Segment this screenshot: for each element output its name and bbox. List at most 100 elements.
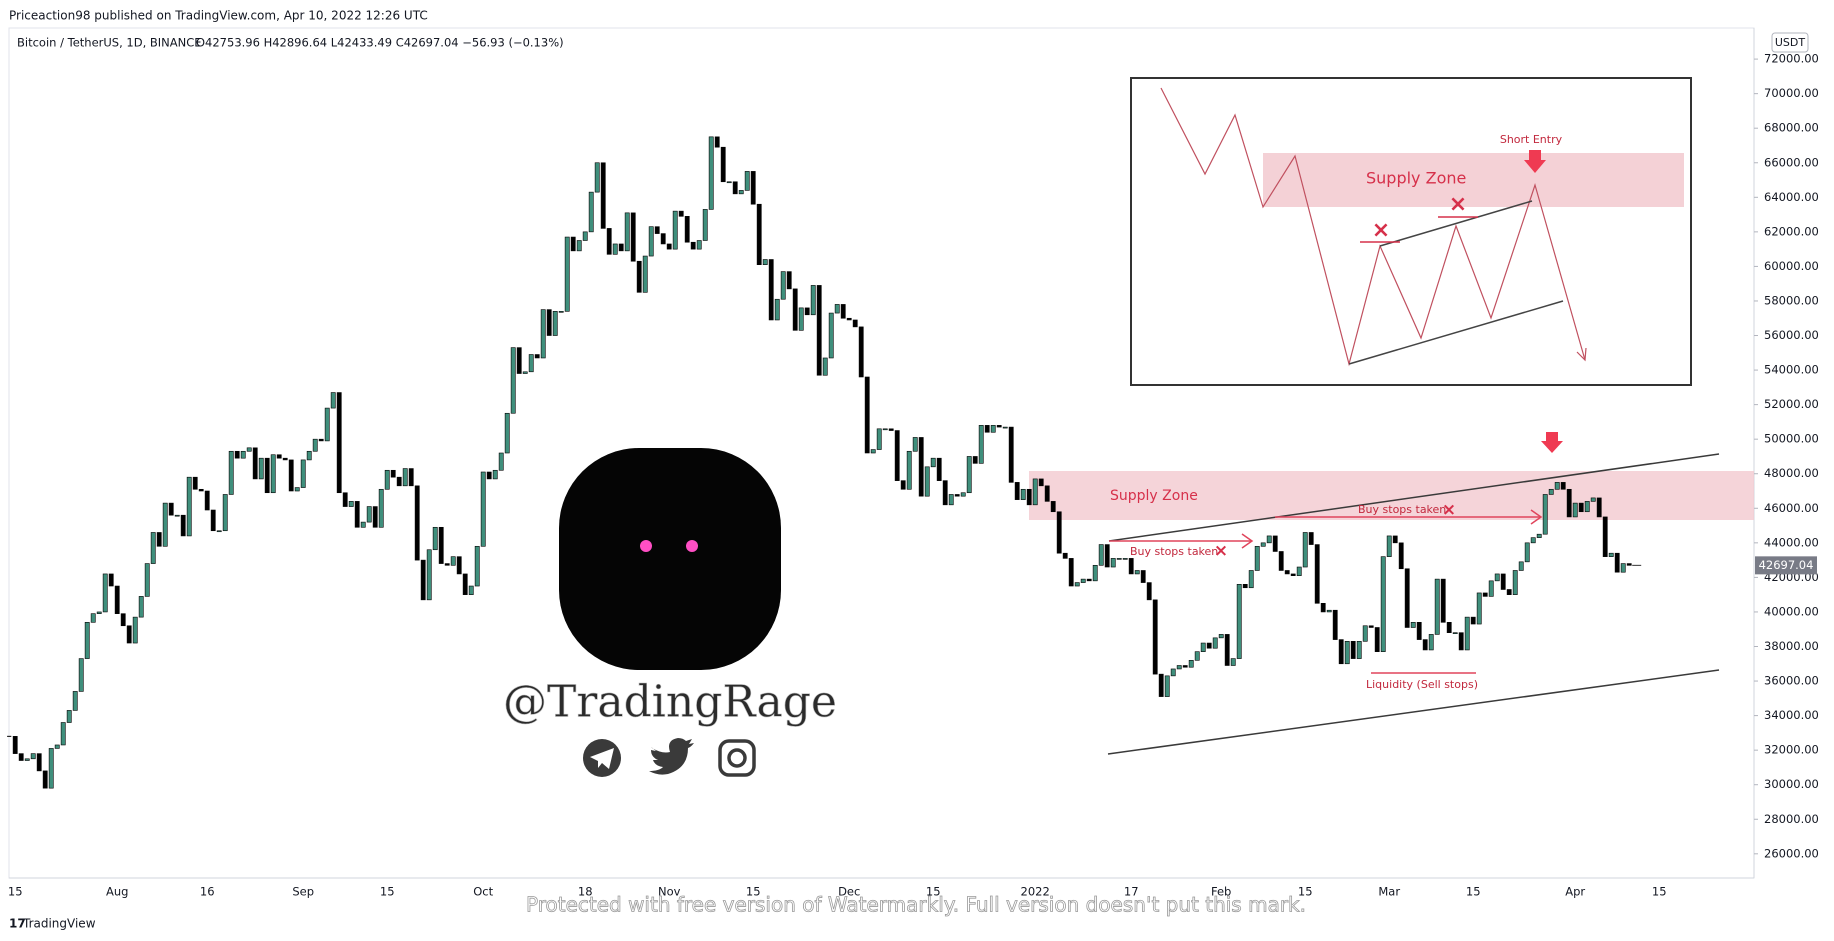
candle — [540, 309, 546, 359]
candle — [1350, 641, 1356, 659]
candle — [822, 357, 828, 376]
candle — [858, 326, 864, 378]
x-tick-label: Mar — [1378, 885, 1400, 899]
candle — [606, 228, 612, 255]
x-tick-label: 15 — [1652, 885, 1667, 899]
candle — [252, 447, 258, 480]
candle — [102, 573, 108, 613]
y-tick-label: 72000.00 — [1764, 52, 1819, 66]
x-mark: × — [1214, 541, 1228, 561]
candle — [174, 514, 180, 517]
candle — [1164, 675, 1170, 697]
candle — [1326, 609, 1332, 613]
candle — [1410, 622, 1416, 628]
candle — [1584, 501, 1590, 513]
candle — [708, 136, 714, 210]
candle — [1398, 542, 1404, 570]
ohlc-header: O42753.96 H42896.64 L42433.49 C42697.04 … — [196, 36, 564, 50]
stops-label-1: Buy stops taken — [1130, 545, 1218, 558]
candle — [432, 526, 438, 551]
candle — [1080, 578, 1086, 583]
y-tick-label: 40000.00 — [1764, 604, 1819, 618]
candle — [1320, 603, 1326, 613]
candle — [888, 428, 894, 431]
candle — [618, 243, 624, 252]
candle — [156, 532, 162, 547]
candle — [1428, 634, 1434, 651]
candle — [396, 476, 402, 487]
candle — [96, 611, 102, 614]
candle — [756, 203, 762, 265]
candle — [336, 392, 342, 494]
currency-box — [1771, 32, 1809, 53]
candle — [1452, 632, 1458, 634]
candle — [744, 171, 750, 191]
watermark: Protected with free version of Watermark… — [526, 893, 1306, 917]
candle — [180, 514, 186, 537]
candle — [1020, 488, 1026, 500]
candle — [312, 438, 318, 452]
x-tick-label: 15 — [1298, 885, 1313, 899]
candle — [552, 311, 558, 336]
y-tick-label: 50000.00 — [1764, 432, 1819, 446]
candle — [984, 425, 990, 433]
supply-zone-label: Supply Zone — [1110, 488, 1198, 504]
candle — [426, 549, 432, 601]
candle — [300, 459, 306, 488]
candle — [342, 492, 348, 507]
candle — [720, 146, 726, 183]
candle — [168, 502, 174, 516]
stops-arrow-2 — [1275, 509, 1543, 525]
candle — [1542, 494, 1548, 535]
candle — [66, 710, 72, 723]
telegram-glyph — [590, 748, 614, 769]
candle — [408, 468, 414, 487]
x-tick-label: 15 — [746, 885, 761, 899]
candle — [1008, 426, 1014, 483]
candle — [594, 162, 600, 193]
logo — [559, 448, 781, 670]
candle — [438, 526, 444, 564]
candle — [1122, 558, 1128, 560]
candle — [1110, 558, 1116, 568]
x-tick-label: 15 — [380, 885, 395, 899]
candle — [960, 492, 966, 497]
candle — [1086, 578, 1092, 582]
candle — [798, 307, 804, 331]
candle — [1386, 535, 1392, 557]
candle — [816, 285, 822, 376]
candle — [1470, 616, 1476, 625]
candle — [1440, 578, 1446, 623]
candle — [1548, 488, 1554, 495]
candle — [1014, 482, 1020, 500]
candle — [750, 171, 756, 205]
candle — [666, 243, 672, 250]
candle — [360, 521, 366, 528]
candle — [534, 354, 540, 359]
candle — [732, 181, 738, 195]
x-tick-label: 15 — [926, 885, 941, 899]
symbol-title: Bitcoin / TetherUS, 1D, BINANCE — [17, 36, 202, 50]
y-tick-label: 46000.00 — [1764, 501, 1819, 515]
series-layer: 26000.00 28000.00 30000.00 32000.00 34000.00… — [7, 52, 1819, 899]
candle — [630, 212, 636, 262]
candle — [996, 425, 1002, 428]
candle — [234, 450, 240, 459]
candle — [318, 438, 324, 442]
candle — [42, 770, 48, 789]
y-tick-label: 64000.00 — [1764, 190, 1819, 204]
candle — [672, 210, 678, 250]
candle — [1260, 542, 1266, 547]
handle: @TradingRage — [503, 677, 837, 728]
candle — [1476, 592, 1482, 625]
candle — [84, 622, 90, 659]
candle — [288, 459, 294, 492]
y-tick-label: 54000.00 — [1764, 363, 1819, 377]
candle — [294, 487, 300, 492]
candle — [1278, 551, 1284, 571]
candle — [528, 354, 534, 373]
candle — [24, 758, 30, 761]
x-tick-label: 16 — [200, 885, 215, 899]
y-tick-label: 56000.00 — [1764, 328, 1819, 342]
